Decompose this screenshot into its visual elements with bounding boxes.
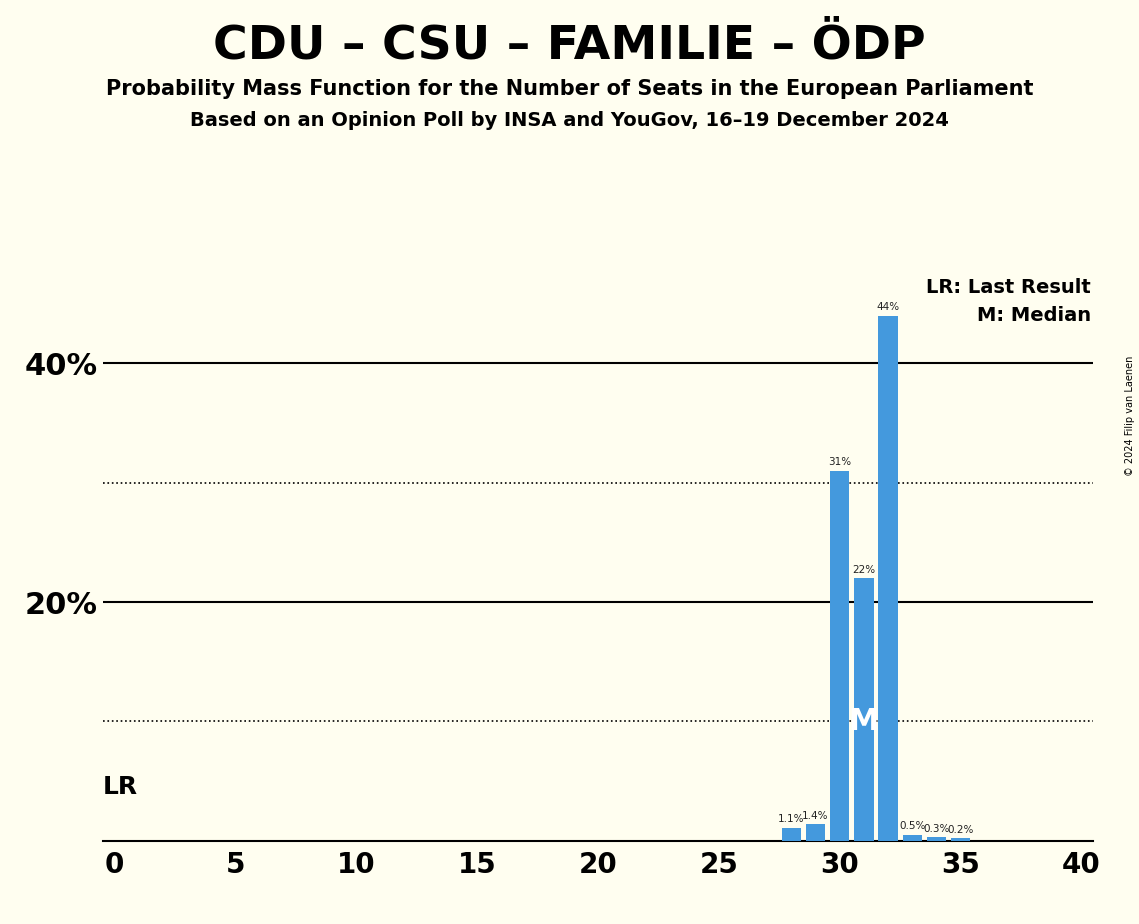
- Text: 0.5%: 0.5%: [899, 821, 925, 832]
- Text: 1.1%: 1.1%: [778, 814, 804, 824]
- Bar: [951, 838, 970, 841]
- Text: LR: Last Result: LR: Last Result: [926, 277, 1091, 297]
- Text: CDU – CSU – FAMILIE – ÖDP: CDU – CSU – FAMILIE – ÖDP: [213, 23, 926, 68]
- Text: 0.3%: 0.3%: [923, 823, 950, 833]
- Bar: [927, 837, 947, 841]
- Text: 31%: 31%: [828, 457, 851, 468]
- Bar: [854, 578, 874, 841]
- Text: 44%: 44%: [876, 302, 900, 312]
- Text: M: M: [849, 707, 879, 736]
- Text: 22%: 22%: [852, 565, 876, 575]
- Text: Probability Mass Function for the Number of Seats in the European Parliament: Probability Mass Function for the Number…: [106, 79, 1033, 99]
- Text: © 2024 Filip van Laenen: © 2024 Filip van Laenen: [1125, 356, 1134, 476]
- Bar: [781, 828, 801, 841]
- Bar: [830, 471, 850, 841]
- Bar: [902, 835, 921, 841]
- Text: 0.2%: 0.2%: [948, 825, 974, 835]
- Text: 1.4%: 1.4%: [802, 810, 829, 821]
- Bar: [878, 316, 898, 841]
- Bar: [805, 824, 825, 841]
- Text: M: Median: M: Median: [977, 306, 1091, 325]
- Text: LR: LR: [103, 775, 138, 799]
- Text: Based on an Opinion Poll by INSA and YouGov, 16–19 December 2024: Based on an Opinion Poll by INSA and You…: [190, 111, 949, 130]
